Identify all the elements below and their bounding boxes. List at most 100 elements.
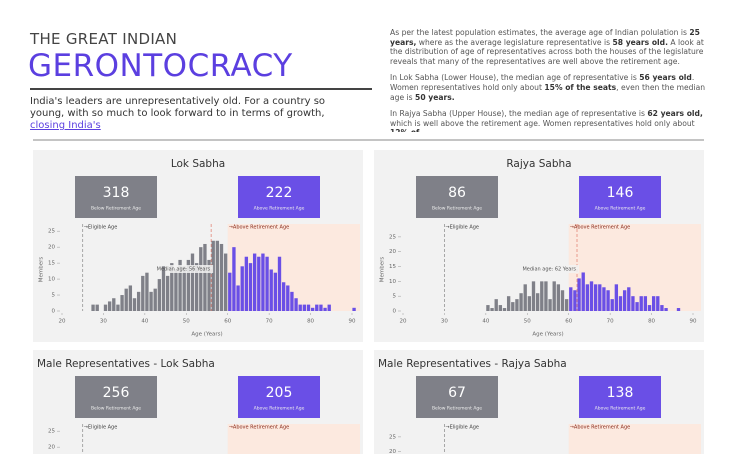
kicker: THE GREAT INDIAN <box>30 30 178 48</box>
y-tick-label: 15 <box>389 264 396 270</box>
bar <box>281 282 286 311</box>
bar <box>581 272 585 311</box>
bar <box>277 256 282 311</box>
y-tick-label: 10 <box>389 279 396 285</box>
y-tick-label: 0 <box>393 309 397 315</box>
bar <box>618 296 623 311</box>
bar <box>490 308 494 311</box>
intro-text: India's leaders are unrepresentatively o… <box>30 96 326 119</box>
paragraph-run: , even then the median age is <box>390 82 706 102</box>
bar <box>207 259 211 311</box>
retirement-label: →Above Retirement Age <box>229 425 290 431</box>
bar <box>265 256 269 311</box>
bar <box>589 281 594 311</box>
y-tick-label: 0 <box>52 309 56 315</box>
bar <box>310 307 315 311</box>
paragraph-run: . Women representatives hold only about <box>390 73 695 92</box>
bar <box>664 308 668 311</box>
bar <box>298 304 302 311</box>
median-label-bg <box>167 265 214 273</box>
y-tick-label: 25 <box>48 429 55 435</box>
bar <box>136 291 141 311</box>
bar <box>647 305 652 311</box>
y-tick-label: 5 <box>393 294 397 300</box>
x-tick-label: 20 <box>59 319 66 325</box>
bar <box>120 295 124 311</box>
kpi-value: 146 <box>607 185 634 201</box>
x-tick-label: 50 <box>183 319 190 325</box>
bar <box>290 291 294 311</box>
kpi-box <box>579 176 661 218</box>
x-axis-label: Age (Years) <box>191 332 222 338</box>
bar <box>161 266 166 311</box>
bar <box>631 296 635 311</box>
bar <box>643 296 648 311</box>
median-label: Median age: 62 Years <box>522 267 576 273</box>
bar <box>610 299 614 311</box>
bar <box>498 305 503 311</box>
x-tick-label: 40 <box>141 319 148 325</box>
bar <box>527 296 532 311</box>
bar <box>170 263 174 311</box>
retirement-label: →Above Retirement Age <box>570 225 631 231</box>
eligible-label: →Eligible Age <box>445 225 479 231</box>
bar <box>116 304 120 311</box>
bar <box>273 272 278 311</box>
eligible-label: →Eligible Age <box>84 425 118 431</box>
bar <box>157 279 162 311</box>
bar <box>178 259 182 311</box>
kpi-value: 318 <box>103 185 130 201</box>
bar <box>639 296 643 311</box>
bar <box>540 281 544 311</box>
panel-title: Male Representatives - Lok Sabha <box>37 358 215 370</box>
bar <box>560 290 565 311</box>
x-tick-label: 90 <box>349 319 356 325</box>
y-axis-label: Members <box>380 257 386 283</box>
bar <box>244 256 249 311</box>
bar <box>486 305 490 311</box>
retirement-label: →Above Retirement Age <box>229 225 290 231</box>
x-tick-label: 80 <box>307 319 314 325</box>
kpi-value: 256 <box>103 385 130 401</box>
bar <box>323 307 327 311</box>
bar <box>660 305 664 311</box>
bar <box>523 284 527 311</box>
y-tick-label: 25 <box>48 229 55 235</box>
bar <box>141 275 145 311</box>
bar <box>103 304 108 311</box>
bar <box>174 269 178 311</box>
paragraph-run: 15% of the seats <box>544 82 617 92</box>
kpi-label: Below Retirement Age <box>432 406 482 412</box>
y-tick-label: 25 <box>389 234 396 240</box>
panel-title: Male Representatives - Rajya Sabha <box>378 358 567 370</box>
bar <box>569 287 573 311</box>
intro: India's leaders are unrepresentatively o… <box>30 96 350 132</box>
intro-link[interactable]: closing India's <box>30 120 101 131</box>
kpi-box <box>238 176 320 218</box>
kpi-value: 86 <box>448 185 466 201</box>
paragraph-run: 62 years old, <box>647 109 703 119</box>
title-rule <box>30 88 372 90</box>
bar <box>515 299 519 311</box>
kpi-box <box>75 376 157 418</box>
bar <box>573 290 577 311</box>
bar <box>228 272 232 311</box>
kpi-value: 138 <box>607 385 634 401</box>
bar <box>502 308 507 311</box>
bar <box>91 304 95 311</box>
bar <box>506 296 511 311</box>
kpi-label: Below Retirement Age <box>91 206 141 212</box>
x-tick-label: 60 <box>224 319 231 325</box>
bar <box>223 253 228 311</box>
eligible-label: →Eligible Age <box>84 225 118 231</box>
kpi-value: 222 <box>266 185 293 201</box>
paragraph-run: where as the average legislature represe… <box>416 37 613 47</box>
x-tick-label: 90 <box>690 319 697 325</box>
bar <box>577 278 581 311</box>
bar <box>651 296 656 311</box>
bar <box>203 243 207 311</box>
bar <box>252 253 257 311</box>
bar <box>656 296 660 311</box>
bar <box>614 284 619 311</box>
